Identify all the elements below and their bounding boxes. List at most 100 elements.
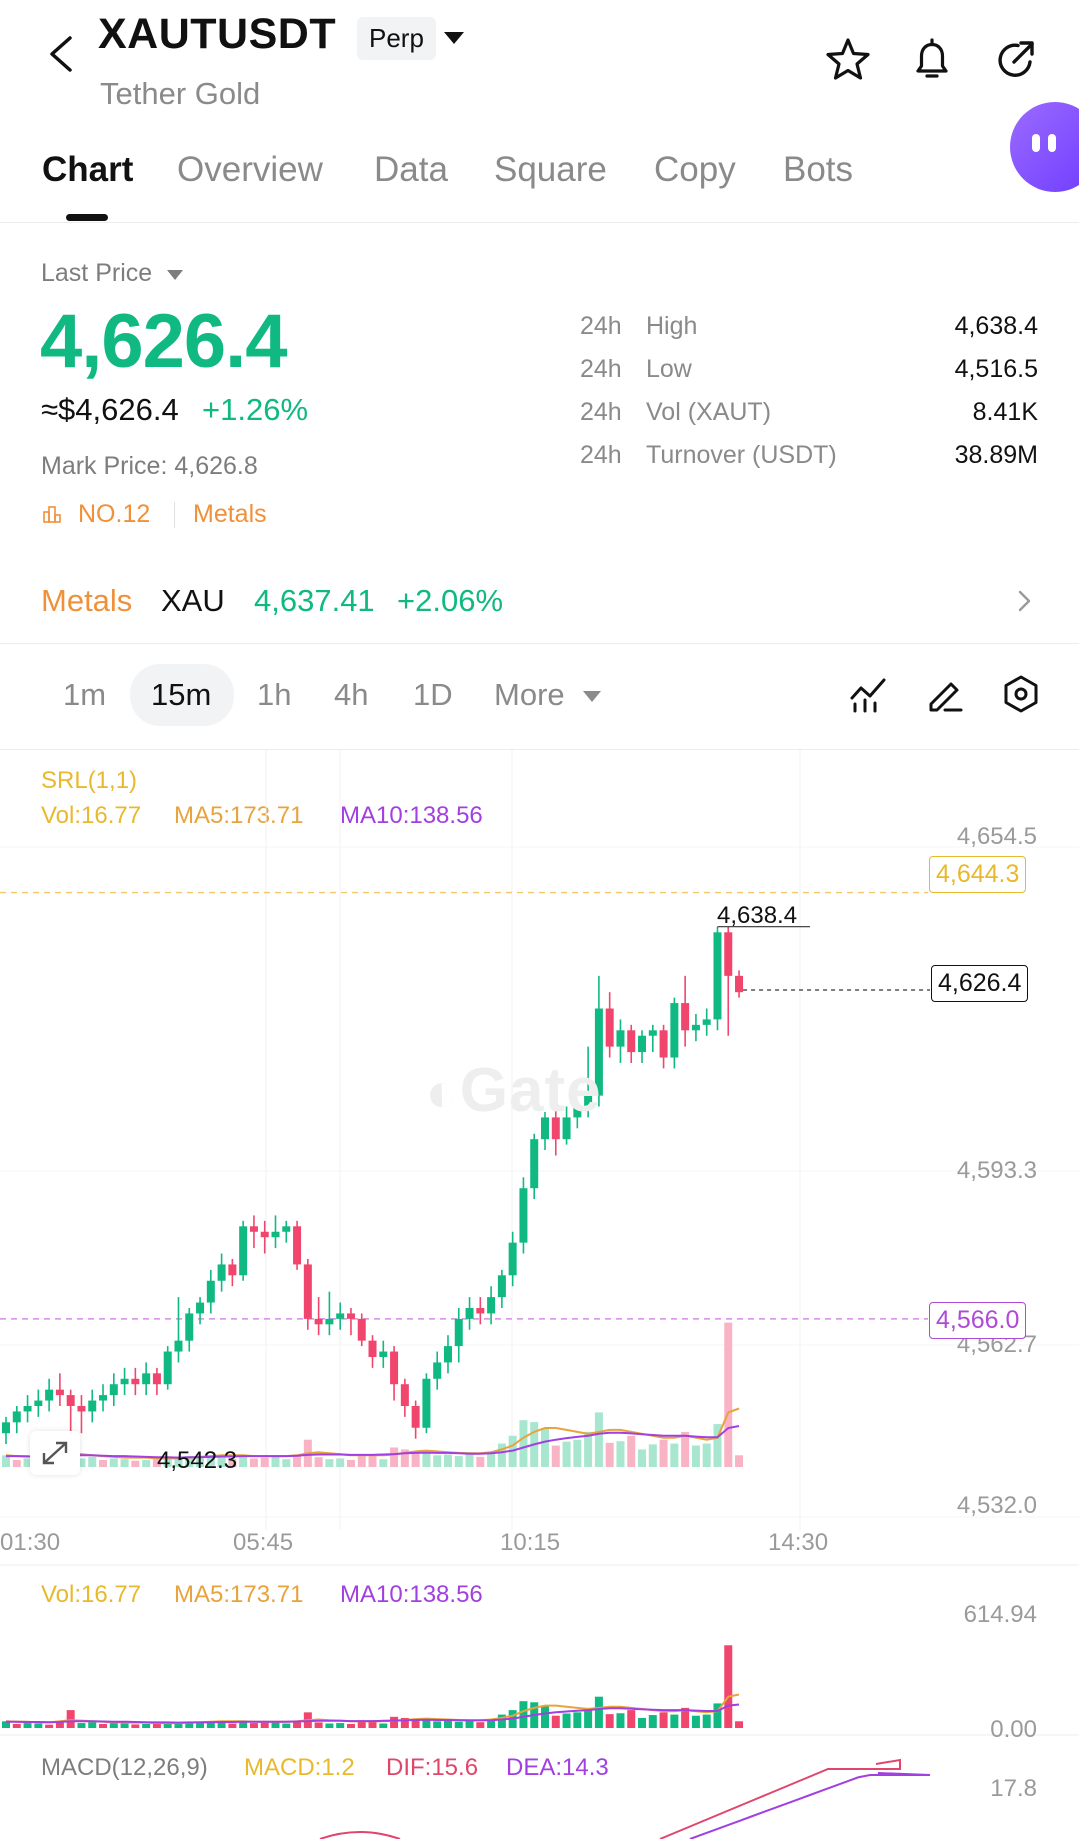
candle-body	[336, 1313, 345, 1319]
volume-bar	[681, 1431, 690, 1467]
candle-body	[152, 1373, 161, 1385]
x-tick-label: 01:30	[0, 1529, 61, 1556]
interval-1m[interactable]: 1m	[63, 677, 107, 712]
volume-bar	[314, 1457, 323, 1467]
volume-bar	[260, 1722, 269, 1728]
volume-bar	[573, 1439, 582, 1467]
draw-pen-icon[interactable]	[925, 674, 965, 714]
candle-body	[206, 1280, 215, 1303]
contract-type-badge[interactable]: Perp	[357, 17, 436, 60]
ma10-legend: MA10:138.56	[340, 1581, 483, 1608]
srl-legend[interactable]: SRL(1,1)	[41, 767, 138, 794]
candle-body	[390, 1351, 399, 1385]
volume-bar	[627, 1710, 636, 1728]
volume-bar	[99, 1459, 108, 1467]
ma10-volume-line	[6, 1703, 740, 1724]
chevron-right-icon[interactable]	[1013, 590, 1035, 612]
volume-bar	[562, 1441, 571, 1467]
last-price-label[interactable]: Last Price	[41, 259, 153, 287]
expand-icon[interactable]	[30, 1431, 80, 1475]
candle-body	[66, 1395, 75, 1406]
stat-24h-low: 24h Low 4,516.5	[580, 355, 1038, 383]
tab-bots[interactable]: Bots	[783, 150, 854, 189]
volume-bar	[239, 1720, 248, 1728]
macd-axis-top: 17.8	[990, 1775, 1037, 1802]
candle-body	[239, 1226, 248, 1276]
candle-body	[99, 1395, 108, 1401]
caret-down-icon[interactable]	[444, 32, 464, 44]
candle-body	[174, 1340, 183, 1352]
index-change: +2.06%	[397, 583, 504, 618]
volume-bar	[702, 1714, 711, 1728]
tab-chart[interactable]: Chart	[42, 150, 134, 189]
chat-bubble-icon[interactable]	[1010, 102, 1079, 192]
volume-bar	[735, 1455, 744, 1467]
volume-bar	[584, 1431, 593, 1467]
share-icon[interactable]	[992, 36, 1040, 84]
candle-body	[260, 1231, 269, 1238]
back-arrow-icon[interactable]	[44, 36, 80, 72]
category-link[interactable]: Metals	[193, 500, 267, 528]
caret-down-icon[interactable]	[583, 691, 601, 702]
volume-bar	[346, 1459, 355, 1467]
candle-body	[346, 1313, 355, 1319]
candle-body	[519, 1188, 528, 1243]
candle-body	[77, 1405, 86, 1412]
volume-bar	[206, 1455, 215, 1467]
volume-bar	[357, 1456, 366, 1467]
candlestick-chart[interactable]	[0, 750, 1079, 1839]
indicator-icon[interactable]	[849, 674, 889, 714]
volume-bar	[551, 1715, 560, 1728]
volume-bar	[196, 1722, 205, 1728]
volume-bar	[648, 1715, 657, 1728]
interval-4h[interactable]: 4h	[334, 677, 369, 712]
candle-body	[465, 1307, 474, 1319]
rank-badge[interactable]: NO.12	[78, 500, 151, 528]
tab-square[interactable]: Square	[494, 150, 607, 189]
volume-bar	[12, 1723, 21, 1728]
volume-bar	[670, 1443, 679, 1467]
last-price-tag[interactable]: 4,626.4	[931, 965, 1029, 1002]
tab-copy[interactable]: Copy	[654, 150, 736, 189]
volume-bar	[109, 1458, 118, 1467]
volume-bar	[174, 1457, 183, 1467]
interval-1d[interactable]: 1D	[413, 677, 453, 712]
settings-hex-icon[interactable]	[1001, 674, 1041, 714]
interval-15m[interactable]: 15m	[151, 677, 212, 712]
tab-data[interactable]: Data	[374, 150, 448, 189]
index-symbol[interactable]: XAU	[161, 583, 225, 618]
volume-bar	[433, 1721, 442, 1728]
interval-1h[interactable]: 1h	[257, 677, 292, 712]
volume-bar	[88, 1722, 97, 1728]
volume-bar	[648, 1444, 657, 1467]
dif-line	[659, 1758, 901, 1839]
volume-axis-zero: 0.00	[990, 1716, 1037, 1743]
volume-bar	[562, 1713, 571, 1728]
volume-bar	[142, 1723, 151, 1728]
volume-bar	[23, 1458, 32, 1467]
volume-bar	[249, 1458, 258, 1467]
macd-legend[interactable]: MACD(12,26,9)	[41, 1754, 208, 1781]
stat-24h-turnover: 24h Turnover (USDT) 38.89M	[580, 441, 1038, 469]
volume-bar	[336, 1723, 345, 1728]
dea-value: DEA:14.3	[506, 1754, 609, 1781]
star-icon[interactable]	[824, 36, 872, 84]
low-marker-label: 4,542.3	[157, 1447, 238, 1474]
bell-icon[interactable]	[908, 36, 956, 84]
candle-body	[325, 1318, 334, 1325]
volume-bar	[260, 1457, 269, 1467]
interval-more[interactable]: More	[494, 677, 565, 712]
tab-overview[interactable]: Overview	[177, 150, 323, 189]
volume-bar	[476, 1456, 485, 1467]
divider	[0, 749, 1079, 750]
volume-bar	[411, 1719, 420, 1728]
symbol-title[interactable]: XAUTUSDT	[98, 10, 337, 58]
volume-bar	[88, 1456, 97, 1467]
candle-body	[120, 1378, 129, 1385]
caret-down-icon[interactable]	[167, 270, 183, 280]
ma10-legend: MA10:138.56	[340, 802, 483, 829]
volume-bar	[66, 1710, 75, 1728]
index-category[interactable]: Metals	[41, 583, 133, 618]
candle-body	[282, 1226, 291, 1232]
stat-24h-high: 24h High 4,638.4	[580, 312, 1038, 340]
